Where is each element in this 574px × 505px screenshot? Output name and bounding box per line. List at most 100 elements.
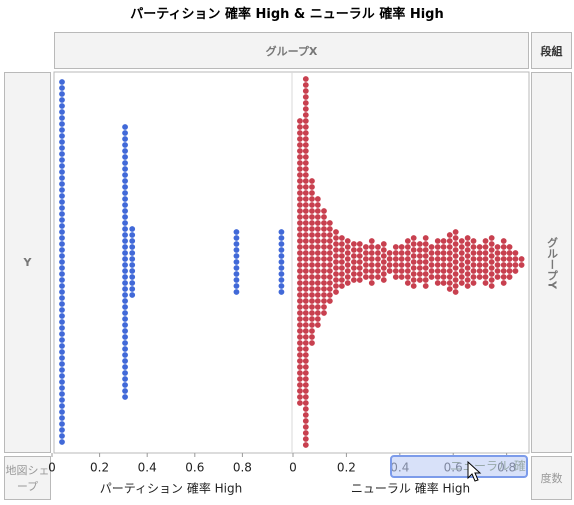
- dot: [398, 256, 405, 262]
- dot: [333, 277, 339, 283]
- dot: [59, 145, 65, 151]
- dot: [59, 115, 65, 121]
- dot: [59, 331, 65, 337]
- dot: [302, 364, 309, 370]
- drop-zone-y[interactable]: Y: [4, 72, 51, 453]
- dot: [398, 244, 405, 250]
- dot: [452, 265, 459, 271]
- dot: [380, 247, 387, 253]
- dot: [512, 262, 519, 268]
- dot: [302, 88, 309, 94]
- dot: [302, 214, 309, 220]
- dot: [59, 409, 65, 415]
- dot-column: [428, 244, 435, 280]
- dot: [314, 250, 321, 256]
- dot: [326, 292, 333, 298]
- dot: [59, 181, 65, 187]
- dot: [302, 130, 309, 136]
- dot: [314, 208, 321, 214]
- dot: [122, 364, 128, 370]
- dot: [314, 238, 321, 244]
- dot: [452, 241, 459, 247]
- drop-zone-map-shape[interactable]: 地図シェープ: [4, 456, 51, 500]
- dot: [59, 415, 65, 421]
- dot: [326, 238, 333, 244]
- dot: [309, 178, 315, 184]
- dot: [297, 232, 303, 238]
- dot: [297, 178, 303, 184]
- dot: [302, 178, 309, 184]
- dot: [297, 388, 303, 394]
- drop-zone-wrap[interactable]: 段組: [531, 32, 572, 69]
- dot: [398, 274, 405, 280]
- dot: [297, 154, 303, 160]
- dot: [428, 262, 435, 268]
- dot: [302, 106, 309, 112]
- dot: [344, 256, 351, 262]
- dot-column: [59, 79, 65, 445]
- dot: [302, 418, 309, 424]
- dot: [333, 235, 339, 241]
- dot: [309, 256, 315, 262]
- dot: [470, 274, 477, 280]
- dot: [368, 250, 375, 256]
- dot: [59, 343, 65, 349]
- dot: [297, 118, 303, 124]
- dot: [233, 289, 240, 295]
- dot: [59, 439, 65, 445]
- dot: [392, 262, 399, 268]
- dot: [59, 433, 65, 439]
- dot: [428, 250, 435, 256]
- dot: [344, 244, 351, 250]
- dot: [122, 358, 128, 364]
- dot: [302, 400, 309, 406]
- drop-zone-freq[interactable]: 度数: [531, 456, 572, 500]
- dot: [302, 94, 309, 100]
- dot: [309, 286, 315, 292]
- dot: [297, 208, 303, 214]
- dot: [122, 166, 128, 172]
- dot: [368, 268, 375, 274]
- dot: [59, 355, 65, 361]
- dot: [314, 196, 321, 202]
- dot: [302, 76, 309, 82]
- dot: [482, 238, 489, 244]
- dot: [416, 241, 423, 247]
- dot: [506, 256, 513, 262]
- dot: [129, 226, 136, 232]
- dot: [464, 283, 471, 289]
- dot: [297, 250, 303, 256]
- dot: [404, 244, 411, 250]
- dot: [309, 268, 315, 274]
- drop-zone-group-y[interactable]: グループY: [531, 72, 572, 453]
- dot: [59, 85, 65, 91]
- dot: [314, 280, 321, 286]
- dot: [302, 250, 309, 256]
- dot: [410, 247, 417, 253]
- dot: [494, 250, 501, 256]
- dot: [297, 142, 303, 148]
- dot: [470, 268, 477, 274]
- dot: [302, 238, 309, 244]
- dot: [314, 256, 321, 262]
- dot: [59, 265, 65, 271]
- drop-zone-group-x[interactable]: グループX: [54, 32, 529, 69]
- dot: [350, 259, 357, 265]
- dot: [59, 427, 65, 433]
- dot: [278, 271, 285, 277]
- drag-overlay[interactable]: ニューラル 確率 High: [390, 455, 528, 478]
- dot: [452, 235, 459, 241]
- dot: [428, 274, 435, 280]
- dot: [59, 325, 65, 331]
- dot: [129, 280, 136, 286]
- dot: [297, 394, 303, 400]
- dot: [59, 157, 65, 163]
- dot: [434, 262, 441, 268]
- dot: [59, 121, 65, 127]
- dot: [302, 430, 309, 436]
- dot: [297, 244, 303, 250]
- dot: [59, 319, 65, 325]
- dot: [494, 268, 501, 274]
- dot: [446, 286, 453, 292]
- dot: [422, 259, 429, 265]
